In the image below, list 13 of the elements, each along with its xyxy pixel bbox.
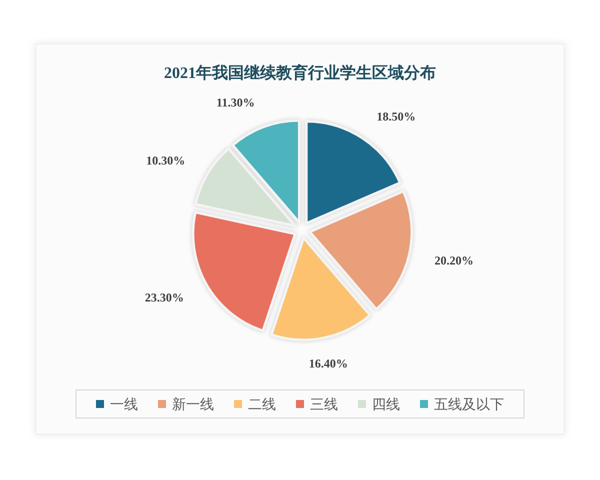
data-label: 16.40% xyxy=(308,356,348,371)
legend-label: 新一线 xyxy=(172,396,214,413)
legend-label: 一线 xyxy=(110,396,138,413)
legend-label: 四线 xyxy=(372,396,400,413)
chart-title: 2021年我国继续教育行业学生区域分布 xyxy=(164,63,436,82)
legend-label: 二线 xyxy=(248,396,276,413)
data-label: 20.20% xyxy=(434,254,474,268)
legend-label: 三线 xyxy=(310,396,338,413)
legend-label: 五线及以下 xyxy=(434,396,504,413)
data-label: 11.30% xyxy=(216,96,255,110)
data-label: 10.30% xyxy=(146,154,186,168)
data-label: 23.30% xyxy=(144,290,184,305)
data-label: 18.50% xyxy=(376,110,416,124)
